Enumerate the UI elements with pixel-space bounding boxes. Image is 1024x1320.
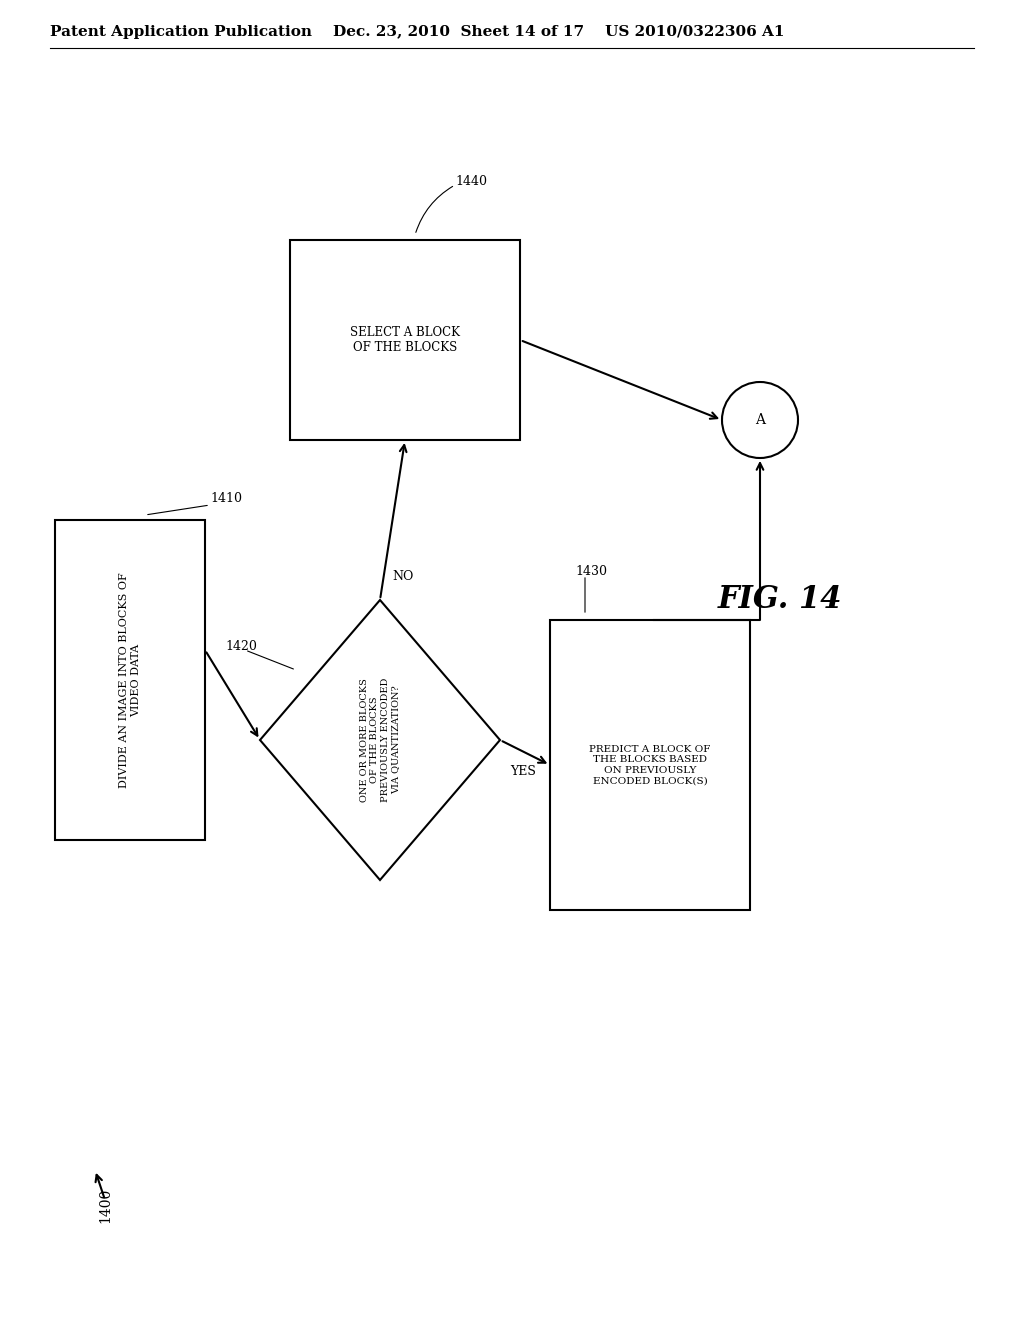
FancyBboxPatch shape — [550, 620, 750, 909]
Text: 1430: 1430 — [575, 565, 607, 578]
Text: NO: NO — [392, 570, 414, 583]
FancyBboxPatch shape — [290, 240, 520, 440]
Text: Patent Application Publication    Dec. 23, 2010  Sheet 14 of 17    US 2010/03223: Patent Application Publication Dec. 23, … — [50, 25, 784, 40]
Text: 1440: 1440 — [455, 176, 487, 187]
Text: 1420: 1420 — [225, 640, 257, 653]
FancyBboxPatch shape — [55, 520, 205, 840]
Text: SELECT A BLOCK
OF THE BLOCKS: SELECT A BLOCK OF THE BLOCKS — [350, 326, 460, 354]
Text: YES: YES — [510, 766, 536, 777]
Text: ONE OR MORE BLOCKS
OF THE BLOCKS
PREVIOUSLY ENCODED
VIA QUANTIZATION?: ONE OR MORE BLOCKS OF THE BLOCKS PREVIOU… — [359, 677, 400, 803]
Text: 1410: 1410 — [210, 492, 242, 506]
Text: DIVIDE AN IMAGE INTO BLOCKS OF
VIDEO DATA: DIVIDE AN IMAGE INTO BLOCKS OF VIDEO DAT… — [119, 572, 141, 788]
Text: PREDICT A BLOCK OF
THE BLOCKS BASED
ON PREVIOUSLY
ENCODED BLOCK(S): PREDICT A BLOCK OF THE BLOCKS BASED ON P… — [590, 744, 711, 785]
Text: FIG. 14: FIG. 14 — [718, 585, 843, 615]
Text: 1400: 1400 — [98, 1188, 112, 1222]
Text: A: A — [755, 413, 765, 426]
